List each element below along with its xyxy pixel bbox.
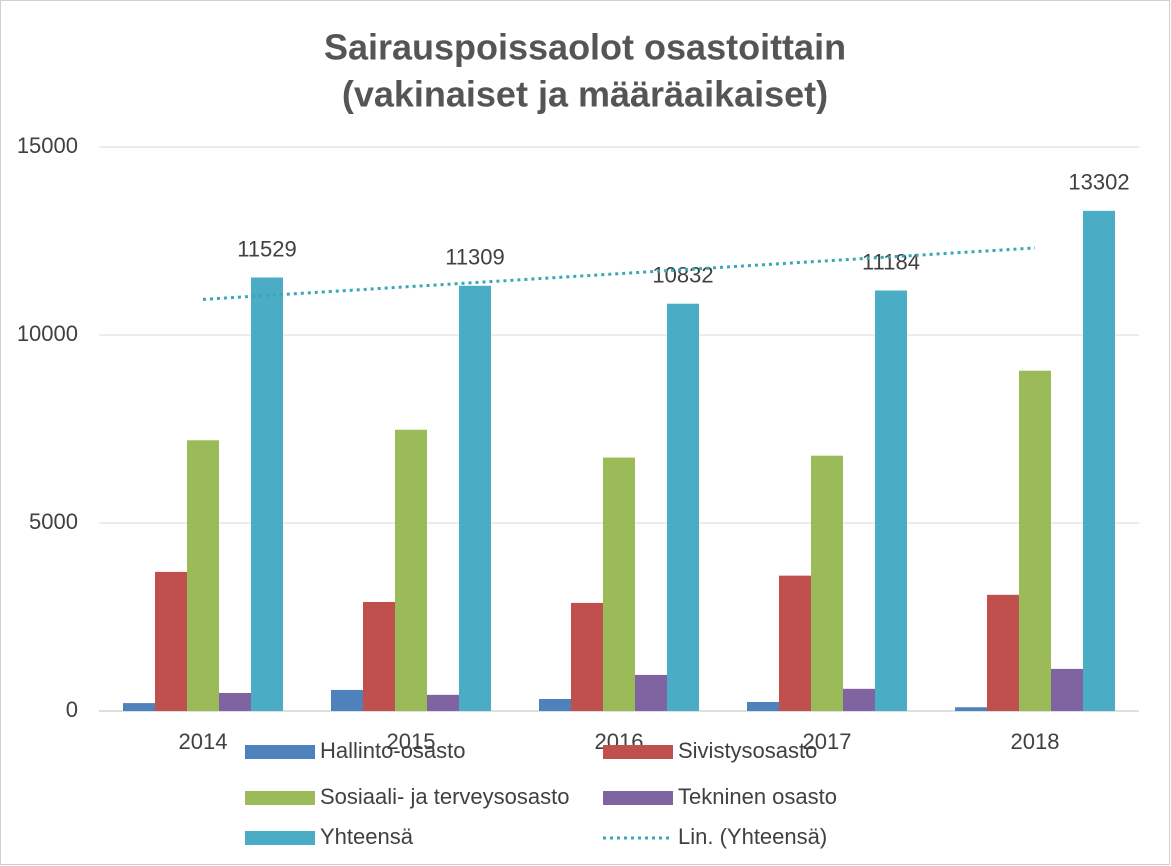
bar (363, 601, 395, 711)
bar (987, 594, 1019, 711)
bar (843, 688, 875, 711)
data-label: 11184 (862, 249, 920, 274)
bar (251, 277, 283, 711)
y-tick-label: 0 (66, 697, 78, 722)
x-tick-label: 2018 (1011, 729, 1060, 754)
data-label: 13302 (1068, 170, 1129, 195)
x-tick-label: 2014 (179, 729, 228, 754)
legend-label: Sosiaali- ja terveysosasto (320, 784, 569, 809)
y-tick-label: 15000 (17, 133, 78, 158)
bar (635, 674, 667, 711)
legend-label: Yhteensä (320, 824, 414, 849)
legend-label: Tekninen osasto (678, 784, 837, 809)
data-label: 11529 (237, 236, 297, 261)
bar (427, 694, 459, 711)
legend-label: Sivistysosasto (678, 738, 817, 763)
bar (747, 701, 779, 711)
legend-swatch (245, 791, 315, 805)
bar (155, 571, 187, 711)
chart-title: (vakinaiset ja määräaikaiset) (342, 74, 828, 115)
bar (571, 602, 603, 711)
bar (539, 698, 571, 711)
x-tick-label: 2015 (387, 729, 436, 754)
legend-swatch (245, 831, 315, 845)
legend-label: Lin. (Yhteensä) (678, 824, 827, 849)
bar (459, 285, 491, 711)
y-tick-label: 10000 (17, 321, 78, 346)
trendline (202, 246, 1036, 301)
bar (219, 692, 251, 711)
bar (1083, 210, 1115, 712)
bar (779, 575, 811, 711)
chart-title: Sairauspoissaolot osastoittain (324, 27, 846, 68)
bar (811, 455, 843, 711)
y-tick-label: 5000 (29, 509, 78, 534)
legend-swatch (603, 791, 673, 805)
data-label: 11309 (445, 245, 505, 270)
bar (187, 440, 219, 711)
legend-swatch (245, 745, 315, 759)
data-label: 10832 (652, 263, 713, 288)
bar (123, 703, 155, 711)
bar (875, 290, 907, 711)
legend-label: Hallinto-osasto (320, 738, 466, 763)
bar (331, 689, 363, 711)
bar (395, 429, 427, 711)
bar (1019, 370, 1051, 711)
bar (955, 707, 987, 711)
bar (1051, 668, 1083, 711)
bar (603, 457, 635, 711)
bar (667, 303, 699, 711)
legend-swatch (603, 745, 673, 759)
x-tick-label: 2017 (803, 729, 852, 754)
